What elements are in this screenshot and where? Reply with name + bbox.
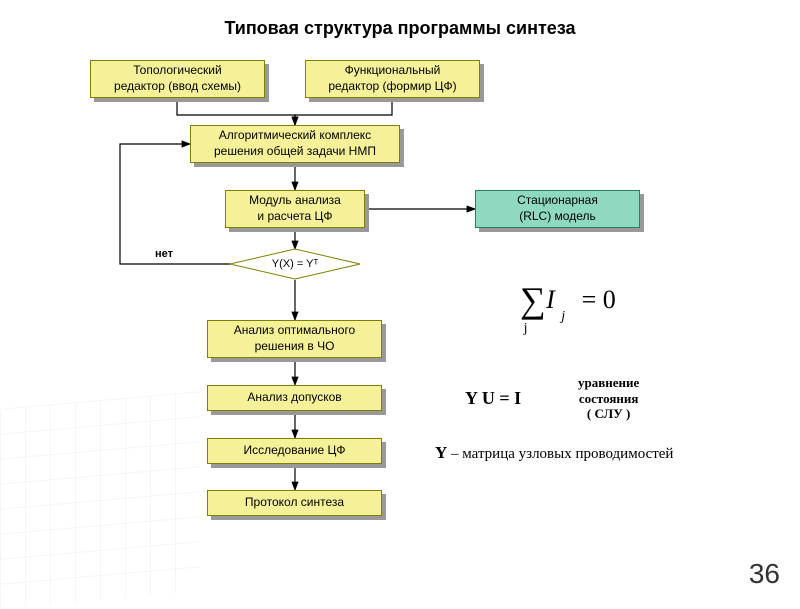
node-n5: Стационарная(RLC) модель — [475, 190, 640, 228]
node-n1: Топологическийредактор (ввод схемы) — [90, 60, 265, 98]
node-n4: Модуль анализаи расчета ЦФ — [225, 190, 365, 228]
page-number: 36 — [749, 558, 780, 590]
formula-sum: ∑j I j = 0 — [520, 275, 616, 319]
node-n3: Алгоритмический комплексрешения общей за… — [190, 125, 400, 163]
node-n2: Функциональныйредактор (формир ЦФ) — [305, 60, 480, 98]
decision-d1: Y(X) = Yᵀ — [230, 249, 360, 279]
formula-matrix: Y – матрица узловых проводимостей — [435, 443, 673, 463]
formula-yu-label: уравнение состояния ( СЛУ ) — [578, 375, 639, 422]
node-n9: Протокол синтеза — [207, 490, 382, 516]
node-n7: Анализ допусков — [207, 385, 382, 411]
formula-yu: Y U = I — [465, 388, 521, 409]
node-n8: Исследование ЦФ — [207, 438, 382, 464]
label-no: нет — [155, 248, 173, 260]
node-n6: Анализ оптимальногорешения в ЧО — [207, 320, 382, 358]
